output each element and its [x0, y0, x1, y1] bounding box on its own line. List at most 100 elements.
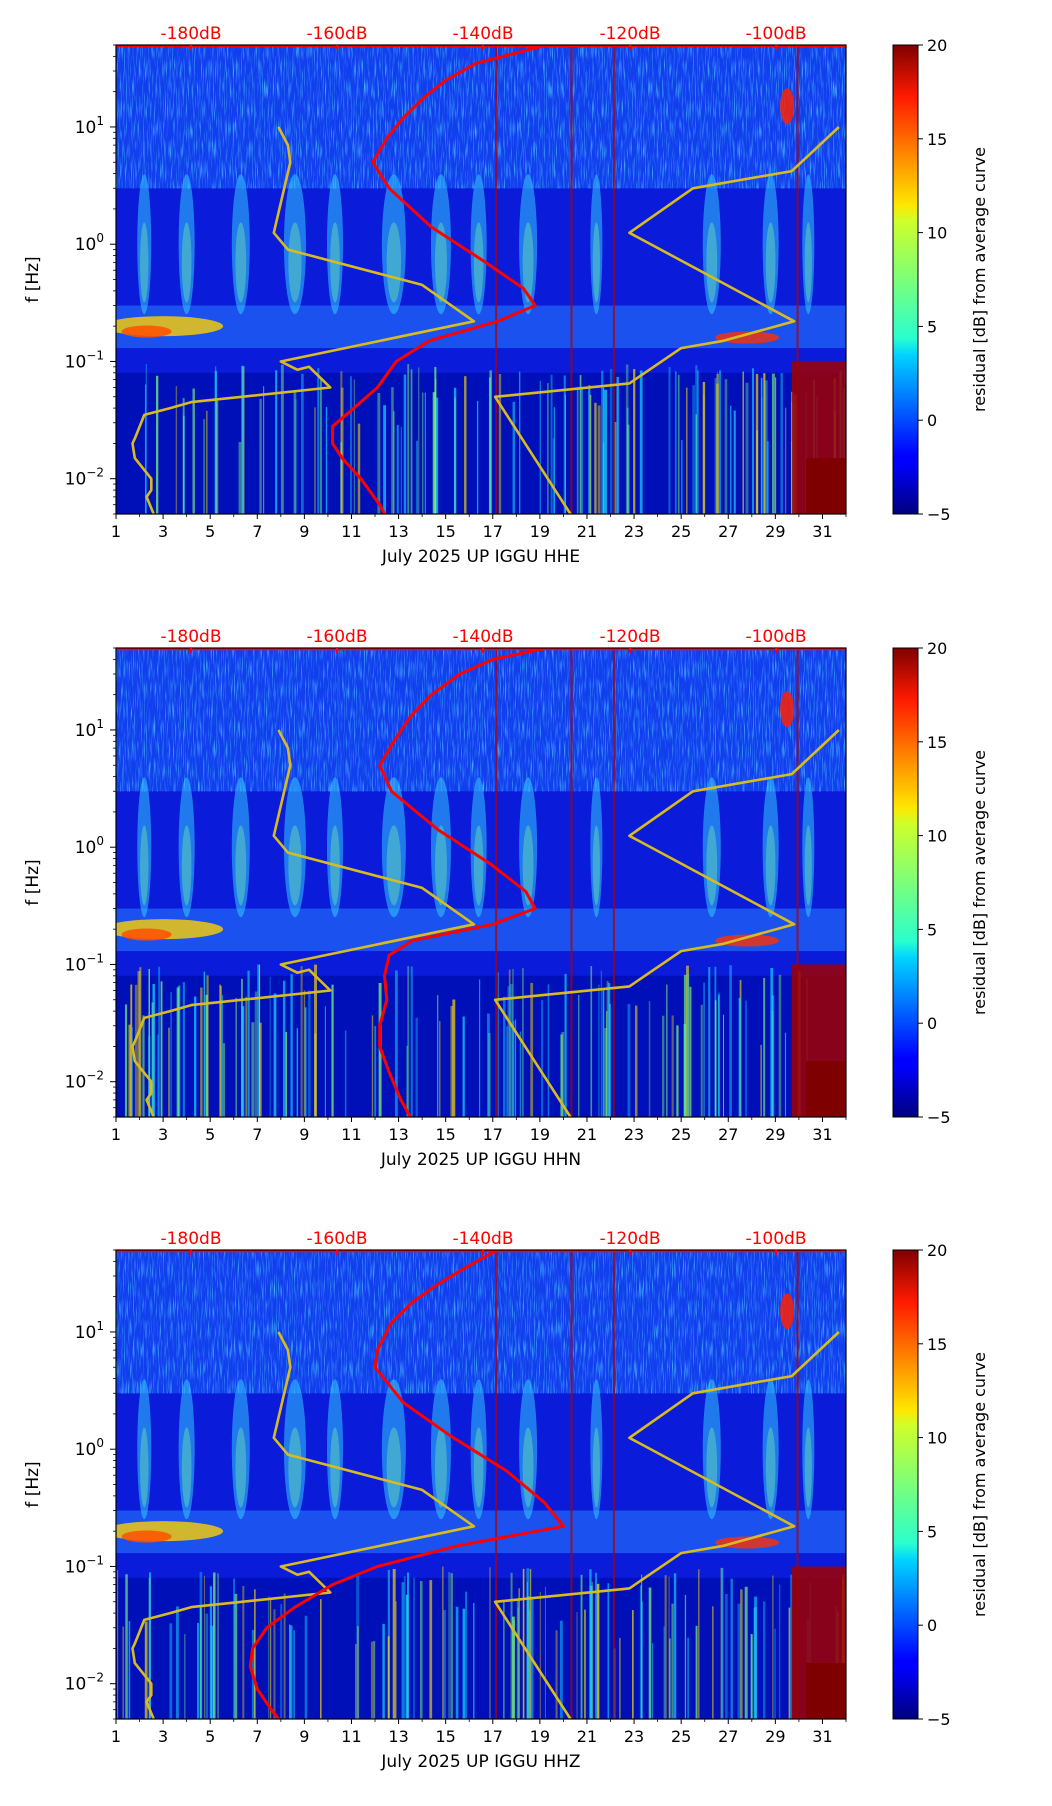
db-scale-label: -100dB: [745, 1229, 806, 1249]
x-tick-label: 1: [111, 522, 121, 541]
y-tick-label: 10−1: [65, 1553, 104, 1577]
y-tick-label: 100: [75, 1436, 104, 1460]
x-tick-label: 5: [205, 522, 215, 541]
colorbar-tick-label: 5: [927, 920, 937, 939]
x-tick-label: 17: [483, 522, 503, 541]
db-scale-label: -160dB: [306, 1229, 367, 1249]
db-scale-label: -140dB: [452, 1229, 513, 1249]
x-tick-label: 13: [388, 522, 408, 541]
db-scale-label: -160dB: [306, 627, 367, 647]
heatmap-image: [116, 648, 846, 1117]
db-scale-label: -160dB: [306, 24, 367, 44]
noise-model-curve: [493, 729, 840, 1117]
noise-model-curve: [131, 1331, 476, 1719]
x-tick-label: 5: [205, 1125, 215, 1144]
y-tick-label: 10−2: [65, 466, 104, 490]
x-axis-label: July 2025 UP IGGU HHZ: [380, 1752, 580, 1772]
x-tick-label: 9: [299, 1125, 309, 1144]
x-tick-label: 1: [111, 1727, 121, 1746]
y-axis-label: f [Hz]: [23, 256, 43, 302]
x-tick-label: 29: [765, 1727, 785, 1746]
x-tick-label: 19: [530, 522, 550, 541]
x-tick-label: 27: [718, 522, 738, 541]
noise-model-curve: [493, 126, 840, 514]
x-tick-label: 17: [483, 1727, 503, 1746]
x-tick-label: 19: [530, 1727, 550, 1746]
db-scale-label: -120dB: [599, 627, 660, 647]
colorbar: −5 0 5 10 15 20 residual [dB] from average cur…: [892, 36, 989, 524]
colorbar-tick-label: 10: [927, 827, 947, 846]
db-scale-label: -140dB: [452, 24, 513, 44]
x-tick-label: 3: [158, 1125, 168, 1144]
y-axis-label: f [Hz]: [23, 1461, 43, 1507]
x-tick-label: 15: [435, 1125, 455, 1144]
x-tick-label: 27: [718, 1727, 738, 1746]
x-axis-label: July 2025 UP IGGU HHN: [380, 1150, 581, 1170]
x-tick-label: 7: [252, 522, 262, 541]
x-tick-label: 25: [671, 522, 691, 541]
colorbar-label: residual [dB] from average curve: [970, 147, 989, 412]
noise-model-curve: [131, 729, 476, 1117]
heatmap-image: [116, 1250, 846, 1719]
x-tick-label: 23: [624, 1125, 644, 1144]
y-axis-label: f [Hz]: [23, 859, 43, 905]
colorbar-tick-label: 20: [927, 36, 947, 55]
colorbar-tick-label: −5: [927, 505, 951, 524]
y-tick-label: 100: [75, 834, 104, 858]
colorbar-label: residual [dB] from average curve: [970, 1352, 989, 1617]
x-tick-label: 7: [252, 1727, 262, 1746]
db-scale-label: -120dB: [599, 24, 660, 44]
colorbar-tick-label: 0: [927, 411, 937, 430]
average-noise-curve: [331, 45, 548, 514]
db-scale-label: -120dB: [599, 1229, 660, 1249]
x-tick-label: 31: [812, 1125, 832, 1144]
colorbar-tick-label: 0: [927, 1616, 937, 1635]
colorbar-tick-label: −5: [927, 1108, 951, 1127]
y-tick-label: 10−2: [65, 1069, 104, 1093]
x-tick-label: 13: [388, 1125, 408, 1144]
x-tick-label: 15: [435, 522, 455, 541]
db-scale-label: -180dB: [160, 24, 221, 44]
x-tick-label: 3: [158, 1727, 168, 1746]
db-scale-label: -100dB: [745, 24, 806, 44]
x-tick-label: 25: [671, 1125, 691, 1144]
noise-model-curve: [131, 126, 476, 514]
colorbar-tick-label: 20: [927, 1241, 947, 1260]
db-scale-label: -140dB: [452, 627, 513, 647]
x-tick-label: 31: [812, 1727, 832, 1746]
y-tick-label: 100: [75, 231, 104, 255]
x-axis-label: July 2025 UP IGGU HHE: [381, 547, 580, 567]
x-tick-label: 19: [530, 1125, 550, 1144]
x-tick-label: 13: [388, 1727, 408, 1746]
x-tick-label: 27: [718, 1125, 738, 1144]
x-tick-label: 25: [671, 1727, 691, 1746]
y-tick-label: 10−1: [65, 348, 104, 372]
colorbar-tick-label: 0: [927, 1014, 937, 1033]
x-tick-label: 23: [624, 1727, 644, 1746]
average-noise-curve: [248, 1250, 565, 1719]
db-scale-label: -180dB: [160, 1229, 221, 1249]
heatmap-image: [116, 45, 846, 514]
x-tick-label: 15: [435, 1727, 455, 1746]
colorbar-tick-label: 10: [927, 224, 947, 243]
colorbar-tick-label: 15: [927, 130, 947, 149]
y-tick-label: 10−1: [65, 951, 104, 975]
y-tick-label: 101: [75, 114, 104, 138]
average-noise-curve: [378, 648, 548, 1117]
db-scale-label: -100dB: [745, 627, 806, 647]
x-tick-label: 7: [252, 1125, 262, 1144]
colorbar-tick-label: 20: [927, 639, 947, 658]
x-tick-label: 9: [299, 1727, 309, 1746]
y-tick-label: 101: [75, 1319, 104, 1343]
x-tick-label: 29: [765, 522, 785, 541]
colorbar-tick-label: 15: [927, 1335, 947, 1354]
y-tick-label: 10−2: [65, 1671, 104, 1695]
colorbar-tick-label: 5: [927, 317, 937, 336]
x-tick-label: 11: [341, 1125, 361, 1144]
colorbar-tick-label: 5: [927, 1522, 937, 1541]
x-tick-label: 1: [111, 1125, 121, 1144]
x-tick-label: 31: [812, 522, 832, 541]
